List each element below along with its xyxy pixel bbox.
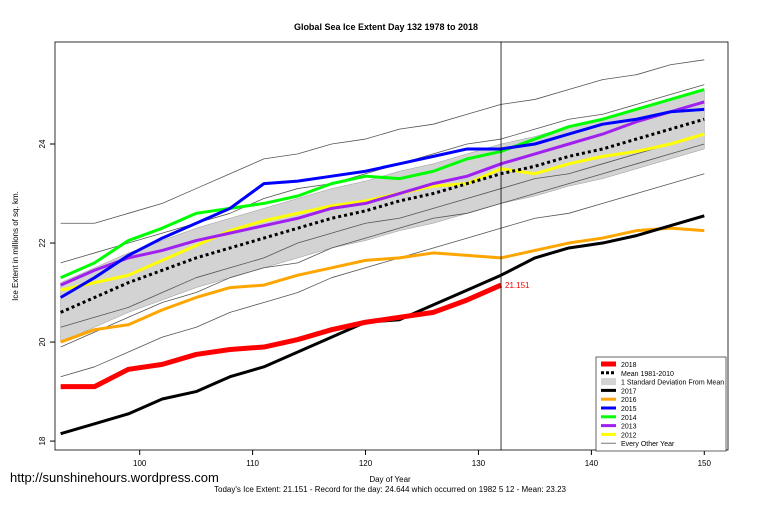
grey-line xyxy=(60,173,705,378)
watermark: http://sunshinehours.wordpress.com xyxy=(10,470,219,485)
y-tick-label: 22 xyxy=(38,238,47,247)
x-tick-label: 150 xyxy=(698,459,712,468)
grey-line xyxy=(60,59,705,224)
series-line xyxy=(60,117,705,314)
legend-box xyxy=(595,356,727,452)
y-tick-label: 18 xyxy=(38,436,47,445)
y-axis-label: Ice Extent in millions of sq. km. xyxy=(11,191,20,301)
annotation: 21.151 xyxy=(505,281,530,290)
legend-label: 2017 xyxy=(621,388,637,395)
legend-label: 2016 xyxy=(621,397,637,404)
series-line xyxy=(60,88,705,280)
grey-line xyxy=(60,133,705,328)
x-tick-label: 120 xyxy=(359,459,373,468)
legend-swatch xyxy=(601,378,616,386)
x-axis-label: Day of Year xyxy=(369,475,411,484)
x-tick-label: 140 xyxy=(585,459,599,468)
series-line xyxy=(60,226,705,344)
grey-line xyxy=(60,143,705,348)
sd-band xyxy=(60,89,705,343)
y-tick-label: 24 xyxy=(38,139,47,148)
legend-label: 2015 xyxy=(621,406,637,413)
x-tick-label: 130 xyxy=(472,459,486,468)
footer: Today's Ice Extent: 21.151 - Record for … xyxy=(214,485,567,494)
x-tick-label: 100 xyxy=(133,459,147,468)
y-tick-label: 20 xyxy=(38,337,47,346)
chart-title: Global Sea Ice Extent Day 132 1978 to 20… xyxy=(294,22,478,32)
series-line xyxy=(59,107,705,299)
legend-label: 1 Standard Deviation From Mean xyxy=(621,380,724,387)
x-tick-label: 110 xyxy=(246,459,259,468)
legend-label: 2013 xyxy=(621,424,637,431)
legend-label: 2018 xyxy=(621,362,637,369)
plot-frame xyxy=(54,41,729,451)
legend-label: Every Other Year xyxy=(621,441,675,448)
legend-label: 2014 xyxy=(621,415,637,422)
series-line xyxy=(60,282,503,390)
series-line xyxy=(60,100,705,287)
legend-label: 2012 xyxy=(621,432,637,439)
legend-label: Mean 1981-2010 xyxy=(621,371,674,378)
